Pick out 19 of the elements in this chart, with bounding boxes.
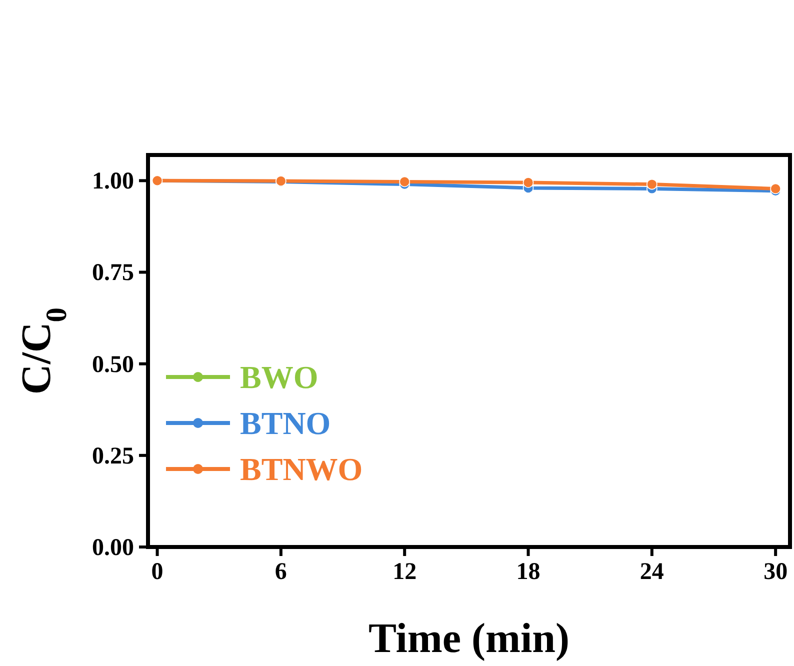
x-tick-label: 6	[274, 559, 287, 585]
x-tick-label: 30	[764, 559, 788, 585]
y-tick-label: 1.00	[92, 168, 134, 195]
x-tick-label: 24	[640, 559, 664, 585]
point	[522, 177, 534, 188]
y-tick-label: 0.75	[92, 260, 134, 286]
legend-label: BTNO	[240, 405, 331, 441]
point	[770, 183, 781, 194]
legend-label: BWO	[240, 359, 318, 395]
x-axis-title: Time (min)	[368, 616, 570, 662]
legend-label: BTNWO	[240, 451, 363, 487]
x-tick-label: 18	[516, 559, 540, 585]
x-tick-label: 12	[392, 559, 417, 585]
y-tick-label: 0.50	[92, 352, 134, 378]
point	[646, 178, 658, 190]
y-tick-label: 0.25	[92, 443, 134, 470]
point	[399, 176, 410, 188]
x-tick-label: 0	[151, 559, 164, 585]
y-tick-label: 0.00	[92, 535, 134, 561]
